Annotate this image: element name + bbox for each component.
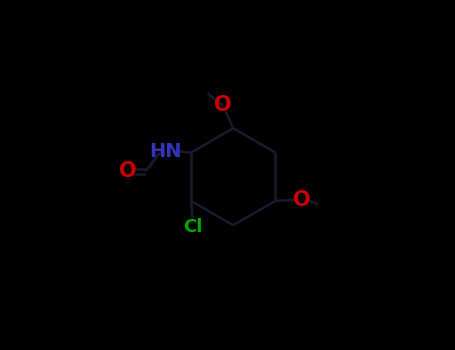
Text: Cl: Cl <box>183 218 202 236</box>
Text: O: O <box>119 161 136 181</box>
Text: HN: HN <box>149 142 182 161</box>
Text: O: O <box>293 190 311 210</box>
Text: O: O <box>213 95 231 116</box>
